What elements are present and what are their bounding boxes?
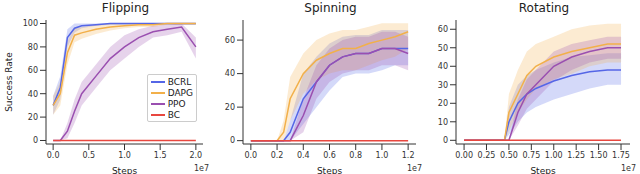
svg-text:60: 60	[225, 36, 235, 45]
svg-text:30: 30	[438, 81, 448, 90]
svg-text:60: 60	[438, 25, 448, 34]
svg-text:20: 20	[438, 99, 448, 108]
svg-text:Success Rate: Success Rate	[8, 52, 14, 112]
svg-text:40: 40	[225, 69, 235, 78]
svg-text:1.75: 1.75	[612, 151, 630, 160]
svg-text:Steps: Steps	[530, 166, 555, 174]
svg-text:20: 20	[28, 113, 38, 122]
svg-text:40: 40	[28, 90, 38, 99]
svg-text:1.25: 1.25	[567, 151, 585, 160]
html-text:DAPG: DAPG	[167, 87, 193, 98]
svg-text:1.5: 1.5	[154, 151, 167, 160]
svg-text:0.25: 0.25	[478, 151, 496, 160]
svg-text:50: 50	[438, 44, 448, 53]
svg-text:0.4: 0.4	[297, 151, 310, 160]
svg-text:0.2: 0.2	[271, 151, 284, 160]
html-text:1e7: 1e7	[193, 164, 209, 173]
svg-text:0.5: 0.5	[82, 151, 95, 160]
html-text:Flipping: Flipping	[101, 1, 150, 15]
html-text:Spinning: Spinning	[304, 1, 357, 15]
svg-text:10: 10	[438, 118, 448, 127]
html-text:Rotating: Rotating	[518, 1, 570, 15]
svg-text:0.50: 0.50	[500, 151, 518, 160]
html-text:1e7: 1e7	[620, 164, 636, 173]
svg-text:20: 20	[225, 103, 235, 112]
svg-text:1.0: 1.0	[376, 151, 389, 160]
svg-text:0: 0	[33, 136, 38, 145]
svg-text:0.00: 0.00	[455, 151, 473, 160]
svg-text:0: 0	[230, 136, 235, 145]
html-text:BC: BC	[167, 109, 180, 120]
svg-text:Steps: Steps	[317, 166, 342, 174]
svg-text:40: 40	[438, 62, 448, 71]
svg-text:60: 60	[28, 66, 38, 75]
svg-text:0: 0	[443, 136, 448, 145]
svg-text:100: 100	[23, 19, 38, 28]
svg-text:0.6: 0.6	[323, 151, 336, 160]
svg-text:80: 80	[28, 43, 38, 52]
svg-text:0.75: 0.75	[522, 151, 540, 160]
svg-text:2.0: 2.0	[189, 151, 202, 160]
svg-text:0.8: 0.8	[349, 151, 362, 160]
svg-text:1.0: 1.0	[118, 151, 131, 160]
svg-text:1.00: 1.00	[545, 151, 563, 160]
svg-text:Steps: Steps	[112, 166, 137, 174]
svg-text:1.2: 1.2	[402, 151, 415, 160]
svg-text:0.0: 0.0	[244, 151, 257, 160]
html-text:BCRL: BCRL	[167, 76, 192, 87]
html-text:1e7: 1e7	[406, 164, 422, 173]
html-text:PPO: PPO	[167, 98, 186, 109]
svg-text:1.50: 1.50	[590, 151, 608, 160]
svg-text:0.0: 0.0	[47, 151, 60, 160]
